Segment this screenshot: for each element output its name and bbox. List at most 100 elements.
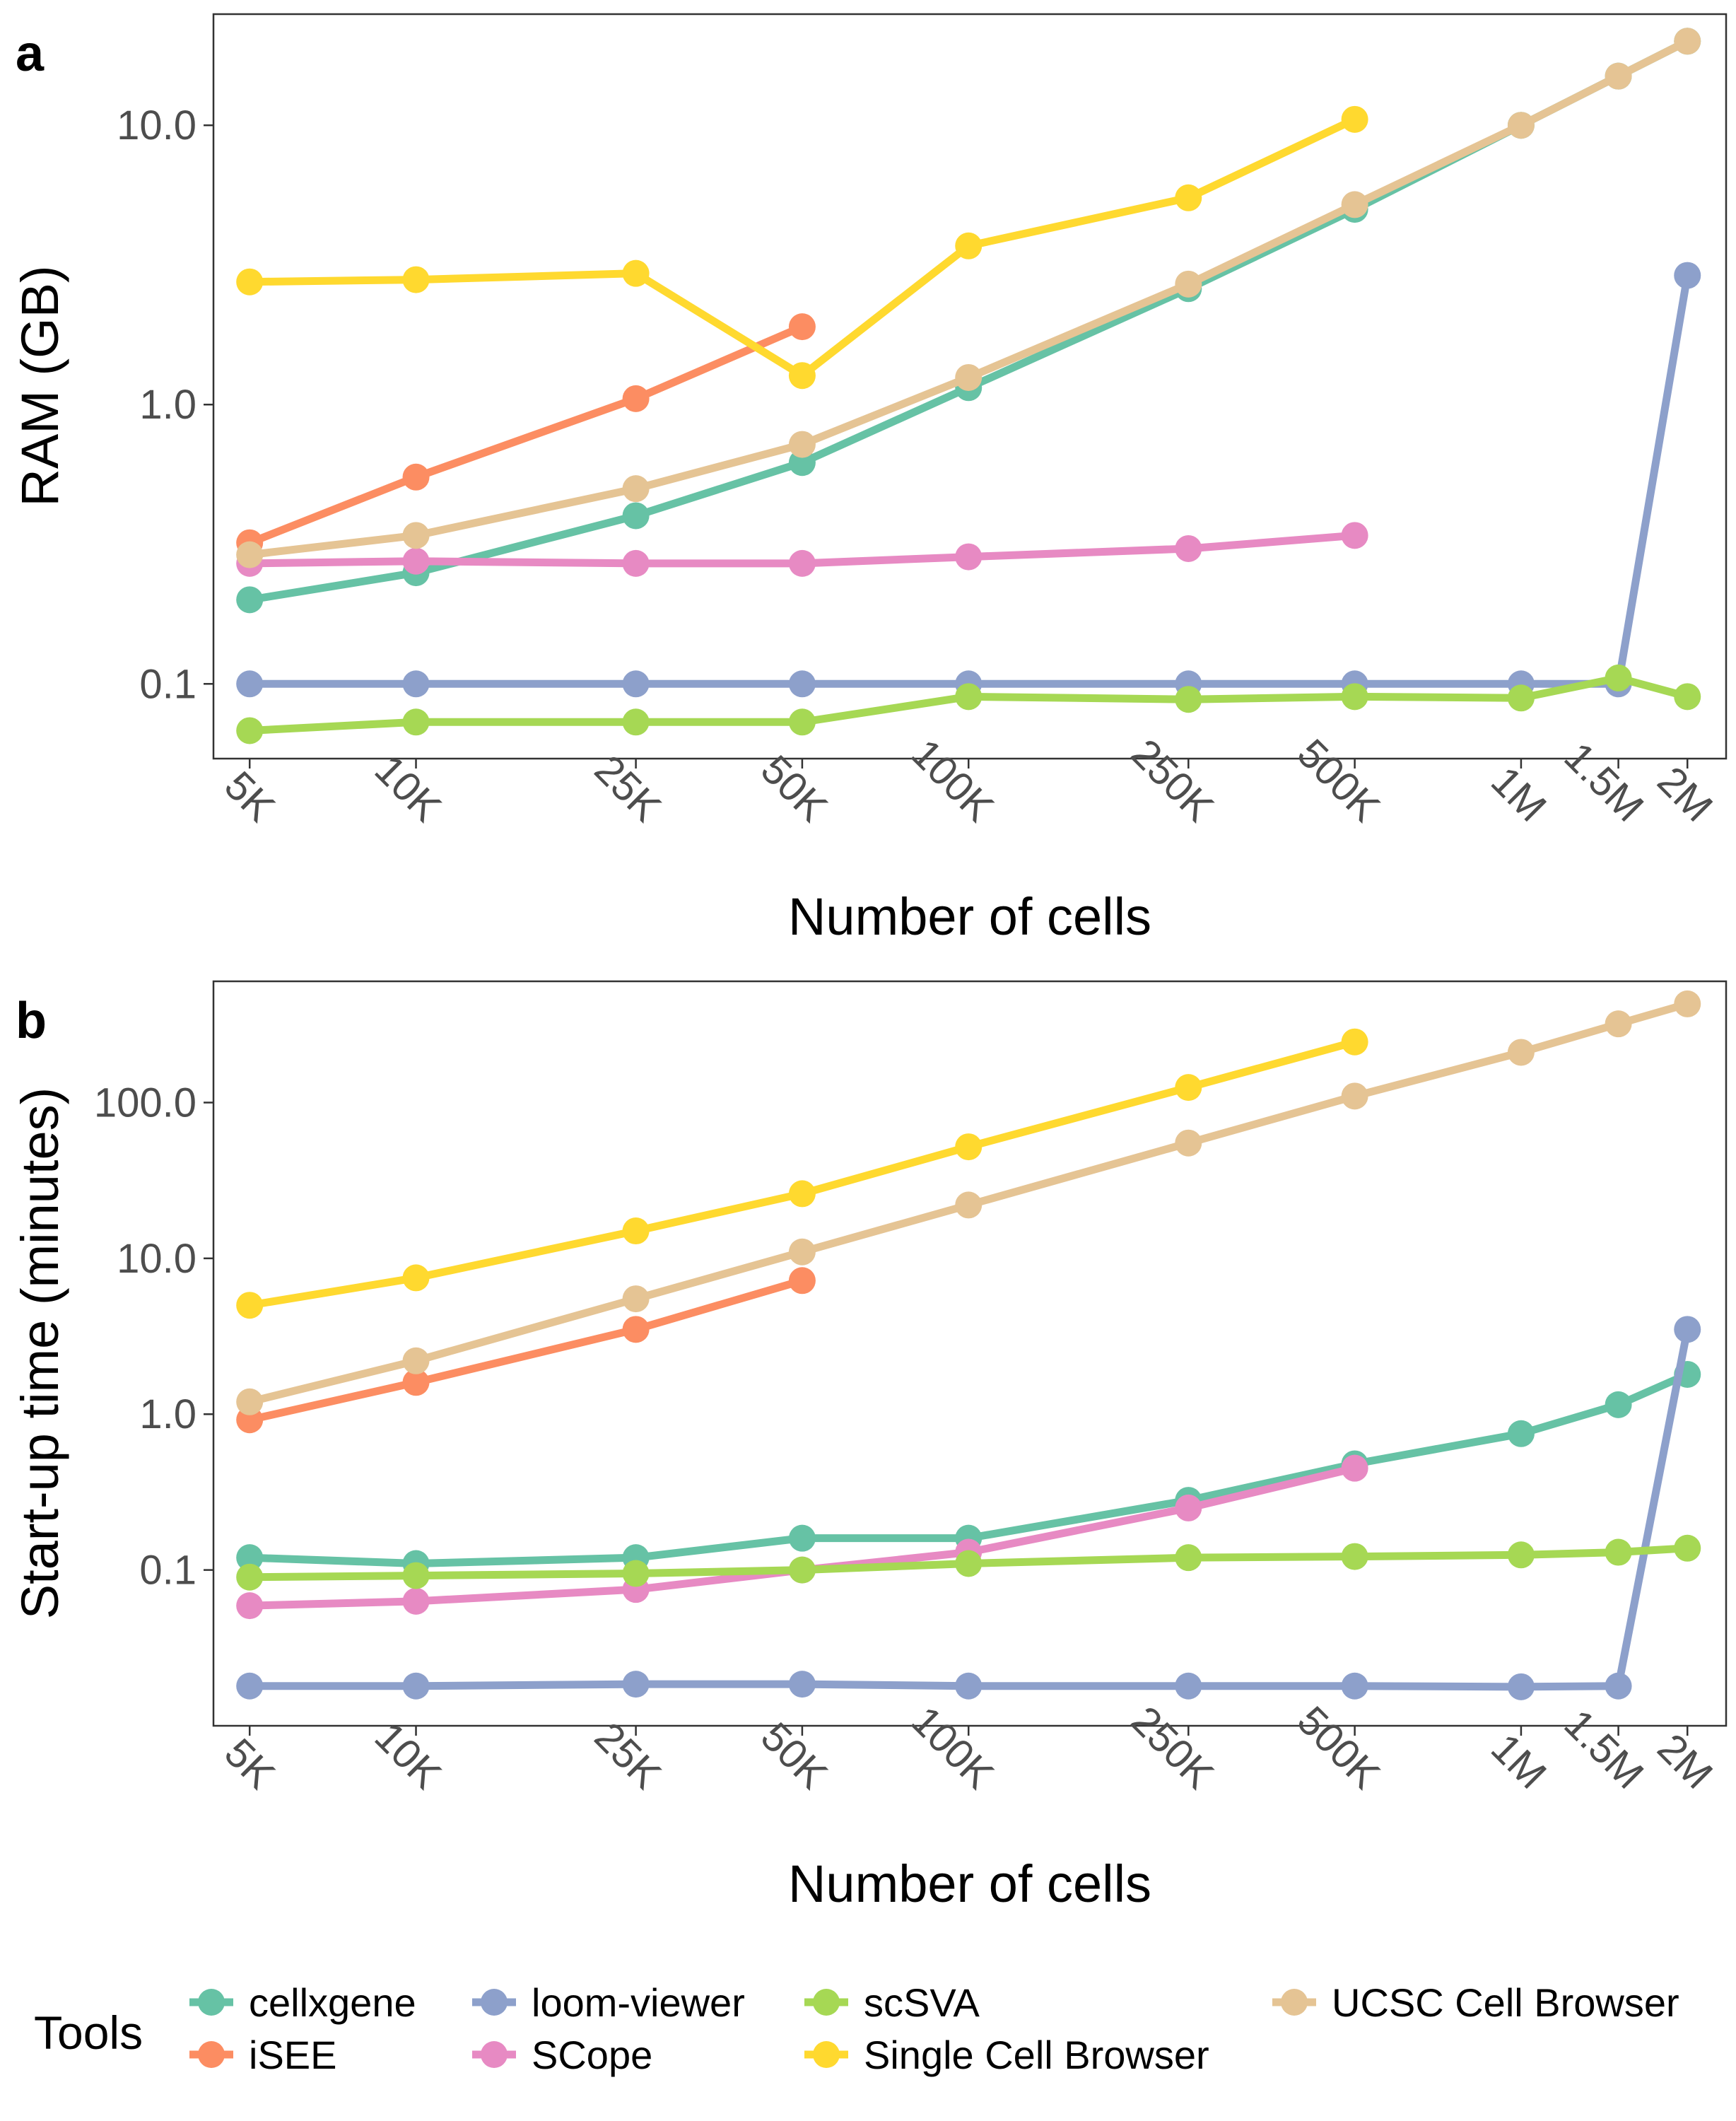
data-point-loom-viewer — [955, 1672, 983, 1700]
series-scope — [236, 522, 1368, 577]
legend-label: Single Cell Browser — [864, 2033, 1209, 2077]
series-line-isee — [245, 1276, 807, 1424]
legend-item-loom-viewer: loom-viewer — [472, 1980, 745, 2025]
data-point-loom-viewer — [1674, 1316, 1701, 1343]
data-point-scope — [1341, 1454, 1368, 1482]
x-tick-label: 1.5M — [1556, 1701, 1653, 1798]
data-point-ucsc-cell-browser — [1605, 1010, 1632, 1038]
data-point-cellxgene — [1507, 1420, 1535, 1447]
data-point-scsva — [1605, 664, 1632, 691]
panel-b-plot-area — [212, 980, 1728, 1727]
data-point-single-cell-browser — [236, 268, 264, 296]
legend-item-ucsc-cell-browser: UCSC Cell Browser — [1272, 1980, 1679, 2025]
y-tick-label: 100.0 — [94, 1080, 197, 1126]
data-point-scsva — [622, 708, 650, 736]
data-point-ucsc-cell-browser — [955, 1191, 983, 1219]
data-point-single-cell-browser — [1175, 1074, 1202, 1102]
data-point-isee — [622, 1316, 650, 1343]
data-point-single-cell-browser — [1341, 1028, 1368, 1056]
data-point-scope — [402, 547, 430, 575]
data-point-ucsc-cell-browser — [788, 1238, 816, 1266]
legend-item-isee: iSEE — [189, 2033, 337, 2077]
legend-label: UCSC Cell Browser — [1332, 1980, 1679, 2025]
data-point-ucsc-cell-browser — [402, 522, 430, 549]
data-point-ucsc-cell-browser — [1175, 270, 1202, 298]
data-point-ucsc-cell-browser — [1674, 990, 1701, 1017]
y-tick-label: 0.1 — [139, 1548, 197, 1594]
data-point-isee — [788, 313, 816, 341]
series-line-loom-viewer — [245, 271, 1691, 688]
data-point-scsva — [788, 1556, 816, 1584]
series-loom-viewer — [236, 262, 1701, 698]
data-point-single-cell-browser — [402, 1264, 430, 1292]
data-point-loom-viewer — [788, 1671, 816, 1698]
data-point-scope — [955, 543, 983, 571]
series-line-scsva — [245, 674, 1691, 735]
series-scsva — [236, 1534, 1701, 1591]
panel-a-letter: a — [16, 25, 45, 82]
data-point-scsva — [402, 1562, 430, 1589]
x-tick-label: 5K — [216, 763, 283, 831]
y-tick-label: 1.0 — [139, 1391, 197, 1437]
data-point-ucsc-cell-browser — [622, 475, 650, 503]
data-point-scope — [788, 549, 816, 577]
data-point-cellxgene — [1605, 1391, 1632, 1418]
series-isee — [236, 313, 816, 556]
legend-swatch-point — [813, 2041, 840, 2068]
series-line-cellxgene — [245, 1370, 1691, 1567]
data-point-single-cell-browser — [788, 362, 816, 390]
data-point-isee — [402, 463, 430, 491]
data-point-single-cell-browser — [236, 1292, 264, 1319]
panel-a-x-axis-title: Number of cells — [788, 887, 1151, 946]
data-point-loom-viewer — [622, 1671, 650, 1698]
x-tick-label: 100K — [903, 730, 1003, 831]
data-point-loom-viewer — [1605, 1672, 1632, 1700]
x-tick-label: 1M — [1482, 758, 1555, 831]
data-point-cellxgene — [236, 1544, 264, 1572]
data-point-loom-viewer — [788, 670, 816, 698]
series-ucsc-cell-browser — [236, 28, 1701, 568]
series-single-cell-browser — [236, 105, 1368, 390]
data-point-loom-viewer — [236, 670, 264, 698]
x-tick-label: 2M — [1648, 1725, 1721, 1798]
legend: Tools cellxgene iSEE loom-viewer SCope scSVA… — [34, 1980, 1679, 2077]
legend-item-scope: SCope — [472, 2033, 652, 2077]
series-line-ucsc-cell-browser — [245, 37, 1691, 559]
data-point-loom-viewer — [402, 1672, 430, 1700]
legend-swatch-point — [813, 1989, 840, 2016]
data-point-single-cell-browser — [622, 1217, 650, 1245]
data-point-loom-viewer — [236, 1672, 264, 1700]
data-point-scsva — [236, 717, 264, 744]
data-point-single-cell-browser — [1341, 105, 1368, 133]
data-point-cellxgene — [788, 1524, 816, 1552]
data-point-ucsc-cell-browser — [622, 1285, 650, 1313]
legend-item-scsva: scSVA — [804, 1980, 980, 2025]
data-point-isee — [622, 385, 650, 412]
panel-a-ram-chart: a 0.11.010.0 5K 10K 25K 50K 100K 250K 500K 1M 1.… — [11, 13, 1728, 946]
data-point-scope — [622, 549, 650, 577]
legend-swatch-point — [481, 1989, 508, 2016]
series-line-cellxgene — [245, 37, 1691, 604]
data-point-scsva — [788, 708, 816, 736]
data-point-isee — [402, 1369, 430, 1396]
data-point-loom-viewer — [402, 670, 430, 698]
panel-a-plot-area — [212, 13, 1728, 760]
data-point-ucsc-cell-browser — [1507, 112, 1535, 139]
legend-swatch-point — [481, 2041, 508, 2068]
data-point-scsva — [1175, 1544, 1202, 1572]
y-tick-label: 10.0 — [117, 103, 197, 148]
data-point-loom-viewer — [1507, 1673, 1535, 1700]
x-tick-label: 250K — [1122, 1698, 1223, 1798]
data-point-scsva — [402, 708, 430, 736]
data-point-scsva — [236, 1563, 264, 1591]
series-line-isee — [245, 322, 807, 547]
data-point-ucsc-cell-browser — [955, 363, 983, 391]
data-point-single-cell-browser — [955, 1133, 983, 1161]
data-point-scope — [1175, 534, 1202, 562]
data-point-ucsc-cell-browser — [1341, 191, 1368, 218]
panel-b-x-axis-title: Number of cells — [788, 1854, 1151, 1913]
